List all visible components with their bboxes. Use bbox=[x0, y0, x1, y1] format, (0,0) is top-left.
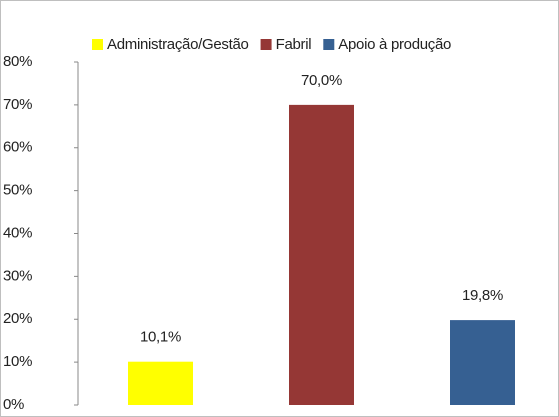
bar bbox=[289, 104, 354, 405]
legend-label: Apoio à produção bbox=[338, 36, 451, 53]
bar bbox=[128, 361, 193, 405]
data-label: 10,1% bbox=[140, 329, 181, 346]
legend-label: Administração/Gestão bbox=[107, 36, 249, 53]
legend-swatch bbox=[323, 39, 335, 50]
y-tick-label: 30% bbox=[3, 267, 32, 284]
legend-label: Fabril bbox=[276, 36, 312, 53]
y-tick-label: 50% bbox=[3, 182, 32, 199]
legend-swatch bbox=[260, 39, 272, 50]
bar bbox=[450, 320, 515, 405]
legend-swatch bbox=[92, 39, 103, 50]
y-tick-label: 80% bbox=[3, 53, 32, 70]
y-tick-label: 20% bbox=[3, 310, 32, 327]
y-tick-label: 40% bbox=[3, 224, 32, 241]
y-tick-label: 10% bbox=[3, 353, 32, 370]
data-label: 70,0% bbox=[301, 72, 342, 89]
y-tick-label: 60% bbox=[3, 139, 32, 156]
y-tick-label: 70% bbox=[3, 96, 32, 113]
data-label: 19,8% bbox=[462, 287, 503, 304]
y-tick-label: 0% bbox=[3, 396, 24, 413]
